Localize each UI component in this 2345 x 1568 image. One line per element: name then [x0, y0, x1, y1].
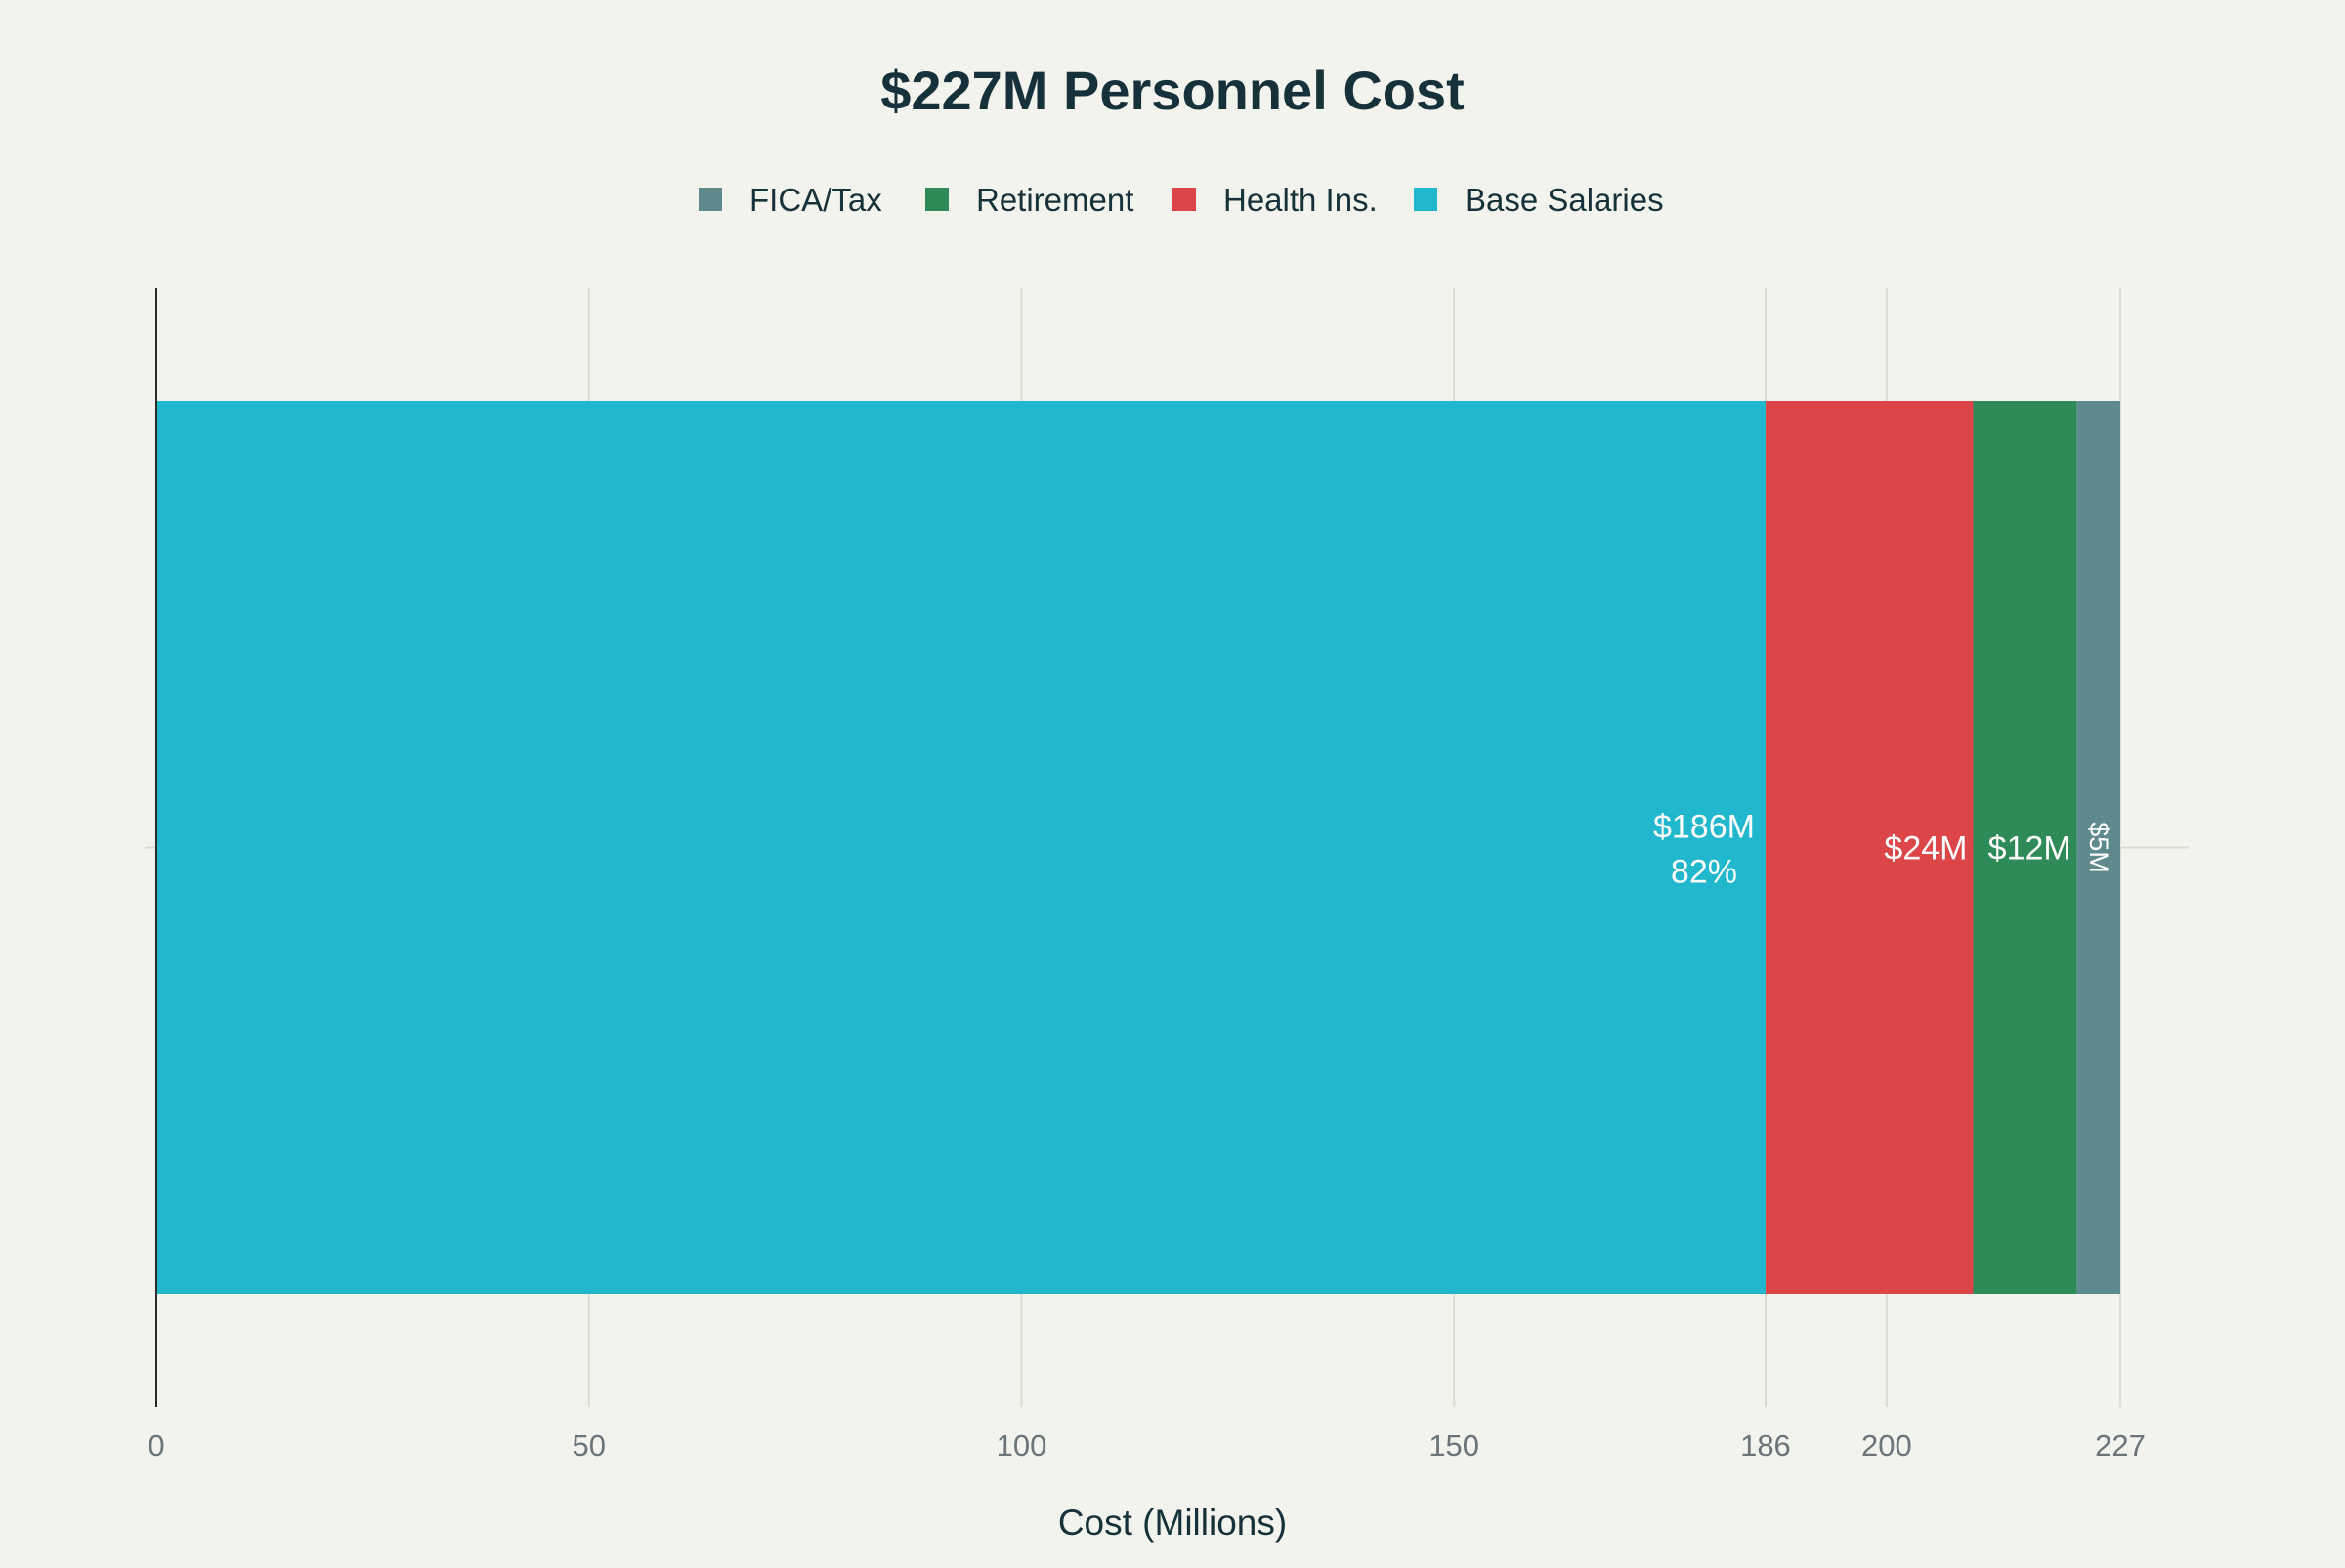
data-label: $186M 82%	[1653, 809, 1755, 891]
legend-swatch	[1414, 188, 1437, 211]
legend-label: Retirement	[976, 182, 1133, 218]
data-label: $24M	[1884, 830, 1967, 868]
legend: FICA/Tax Retirement Health Ins. Base Salari…	[699, 182, 1664, 218]
x-tick-label: 186	[1740, 1428, 1791, 1462]
bar-labels: $186M 82% $24M $12M $5M	[1653, 809, 2113, 891]
bar-segments	[156, 401, 2120, 1294]
x-axis-title: Cost (Millions)	[1058, 1503, 1287, 1543]
x-tick-label: 50	[572, 1428, 605, 1462]
data-label: $12M	[1988, 830, 2071, 868]
x-tick-label: 100	[997, 1428, 1047, 1462]
chart-title: $227M Personnel Cost	[880, 60, 1465, 121]
legend-label: Health Ins.	[1223, 182, 1378, 218]
bar-segment	[1973, 401, 2077, 1294]
legend-label: FICA/Tax	[749, 182, 882, 218]
data-label: $5M	[2084, 822, 2113, 873]
bar-segment	[156, 401, 1766, 1294]
x-tick-label: 150	[1428, 1428, 1479, 1462]
legend-swatch	[925, 188, 949, 211]
legend-swatch	[1172, 188, 1196, 211]
x-tick-label: 227	[2095, 1428, 2146, 1462]
legend-label: Base Salaries	[1465, 182, 1664, 218]
x-tick-label: 200	[1861, 1428, 1912, 1462]
bar-segment	[1765, 401, 1974, 1294]
bar-segment	[2076, 401, 2120, 1294]
legend-swatch	[699, 188, 722, 211]
x-axis: 0 50 100 150 186 200 227	[148, 288, 2146, 1462]
x-tick-label: 0	[148, 1428, 164, 1462]
